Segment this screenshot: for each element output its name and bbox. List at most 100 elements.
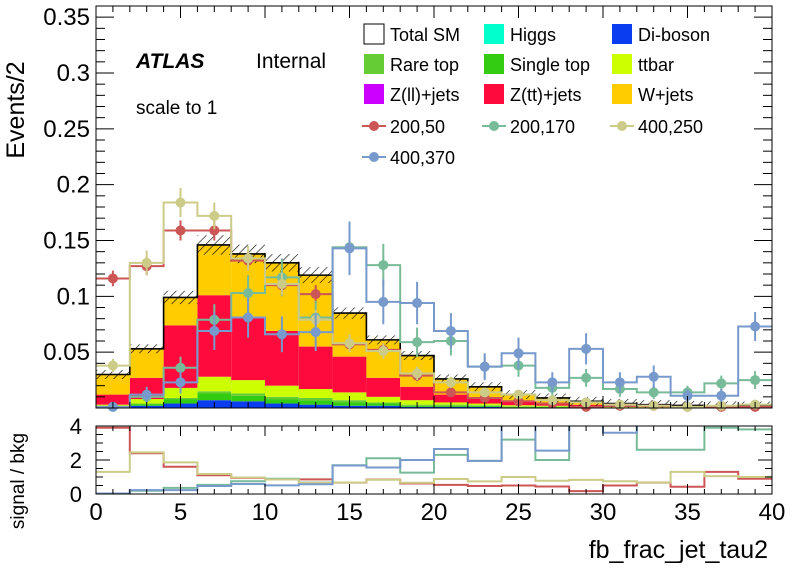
legend-label: W+jets bbox=[638, 85, 694, 105]
legend-label: 400,370 bbox=[390, 148, 455, 168]
stack-bar-ttbar bbox=[298, 389, 333, 398]
legend-label: ttbar bbox=[638, 55, 674, 75]
x-tick-label: 35 bbox=[674, 499, 701, 526]
signal-point bbox=[344, 338, 355, 349]
signal-point bbox=[445, 387, 456, 398]
x-tick-label: 10 bbox=[252, 499, 279, 526]
signal-point bbox=[412, 337, 423, 348]
x-tick-label: 15 bbox=[336, 499, 363, 526]
x-tick-label: 30 bbox=[590, 499, 617, 526]
signal-point bbox=[513, 348, 524, 359]
signal-point bbox=[513, 389, 524, 400]
legend-entry-200-170: 200,170 bbox=[482, 117, 575, 137]
legend-label: Single top bbox=[510, 55, 590, 75]
y-tick-label: 0.05 bbox=[43, 339, 90, 366]
stack-bar-ttbar bbox=[231, 380, 265, 394]
signal-point bbox=[209, 325, 220, 336]
signal-point bbox=[412, 368, 423, 379]
ratio-line-400-250 bbox=[96, 451, 772, 484]
ratio-y-tick-label: 4 bbox=[70, 414, 82, 439]
legend-label: Z(tt)+jets bbox=[510, 85, 582, 105]
scale-note: scale to 1 bbox=[136, 98, 217, 119]
signal-series-400-370 bbox=[96, 221, 772, 412]
legend-swatch bbox=[612, 24, 632, 44]
signal-point bbox=[581, 343, 592, 354]
signal-point bbox=[209, 225, 220, 236]
signal-point bbox=[547, 395, 558, 406]
legend-label: Higgs bbox=[510, 25, 556, 45]
signal-point bbox=[107, 360, 118, 371]
x-tick-label: 20 bbox=[421, 499, 448, 526]
ratio-line-200-170 bbox=[96, 426, 772, 494]
legend-entry-200-50: 200,50 bbox=[362, 117, 445, 137]
signal-point bbox=[209, 210, 220, 221]
legend-entry-higgs: Higgs bbox=[484, 24, 556, 45]
stack-bar-ttbar bbox=[265, 385, 299, 397]
signal-point bbox=[648, 387, 659, 398]
signal-point bbox=[310, 327, 321, 338]
signal-point bbox=[276, 329, 287, 340]
signal-point bbox=[276, 279, 287, 290]
legend-entry-z-ll-jets: Z(ll)+jets bbox=[364, 84, 460, 105]
ratio-panel: 0 2 4 0 5 10 15 20 25 30 35 40 signal / bkg fb_fra… bbox=[8, 414, 785, 564]
signal-point bbox=[243, 287, 254, 298]
legend-label: 400,250 bbox=[638, 117, 703, 137]
legend-marker bbox=[489, 121, 499, 131]
x-tick-label: 5 bbox=[174, 499, 187, 526]
signal-point bbox=[175, 197, 186, 208]
stack-bar-z-tt-jets bbox=[400, 386, 434, 401]
signal-point bbox=[107, 273, 118, 284]
ratio-y-tick-label: 2 bbox=[70, 448, 82, 473]
stack-bar-rare-top bbox=[231, 393, 265, 396]
legend-swatch bbox=[612, 54, 632, 74]
stack-bar-w-jets bbox=[96, 374, 130, 395]
signal-point bbox=[547, 377, 558, 388]
signal-point bbox=[479, 361, 490, 372]
stack-bar-single-top bbox=[231, 395, 265, 402]
stack-bar-rare-top bbox=[298, 397, 333, 401]
signal-point bbox=[716, 390, 727, 401]
stack-bar-rare-top bbox=[197, 391, 232, 394]
signal-point bbox=[581, 372, 592, 383]
main-y-axis-label: Events/2 bbox=[2, 61, 30, 158]
stack-bar-z-tt-jets bbox=[96, 394, 130, 405]
signal-point bbox=[175, 225, 186, 236]
ratio-y-axis: 0 2 4 bbox=[70, 414, 772, 507]
legend: Total SM Higgs Di-boson Rare top Single top t… bbox=[362, 23, 710, 168]
stack-bar-ttbar bbox=[366, 396, 401, 403]
y-tick-label: 0.2 bbox=[57, 172, 90, 199]
signal-point bbox=[175, 377, 186, 388]
y-tick-label: 0.35 bbox=[43, 4, 90, 31]
legend-marker bbox=[369, 121, 379, 131]
signal-point bbox=[378, 260, 389, 271]
legend-label: Di-boson bbox=[638, 25, 710, 45]
x-tick-label: 40 bbox=[759, 499, 786, 526]
signal-point bbox=[378, 346, 389, 357]
signal-point bbox=[310, 289, 321, 300]
legend-swatch bbox=[363, 23, 385, 45]
legend-entry-single-top: Single top bbox=[484, 54, 590, 75]
experiment-label: ATLAS bbox=[135, 50, 204, 73]
legend-entry-di-boson: Di-boson bbox=[612, 24, 710, 45]
main-x-axis-ticks bbox=[95, 6, 773, 408]
legend-swatch bbox=[364, 54, 384, 74]
legend-label: Total SM bbox=[390, 25, 460, 45]
signal-point bbox=[141, 389, 152, 400]
signal-point bbox=[175, 362, 186, 373]
signal-point bbox=[445, 325, 456, 336]
signal-point bbox=[445, 377, 456, 388]
legend-swatch bbox=[364, 84, 384, 104]
signal-point bbox=[682, 390, 693, 401]
legend-label: 200,50 bbox=[390, 117, 445, 137]
signal-point bbox=[378, 296, 389, 307]
stack-bar-ttbar bbox=[197, 376, 232, 392]
legend-marker bbox=[617, 121, 627, 131]
legend-entry-w-jets: W+jets bbox=[612, 84, 694, 105]
signal-point bbox=[648, 371, 659, 382]
stack-bar-single-top bbox=[197, 393, 232, 401]
stack-bar-z-tt-jets bbox=[434, 394, 468, 403]
legend-entry-ttbar: ttbar bbox=[612, 54, 674, 75]
legend-swatch bbox=[484, 84, 504, 104]
ratio-y-tick-label: 0 bbox=[70, 482, 82, 507]
signal-point bbox=[750, 375, 761, 386]
